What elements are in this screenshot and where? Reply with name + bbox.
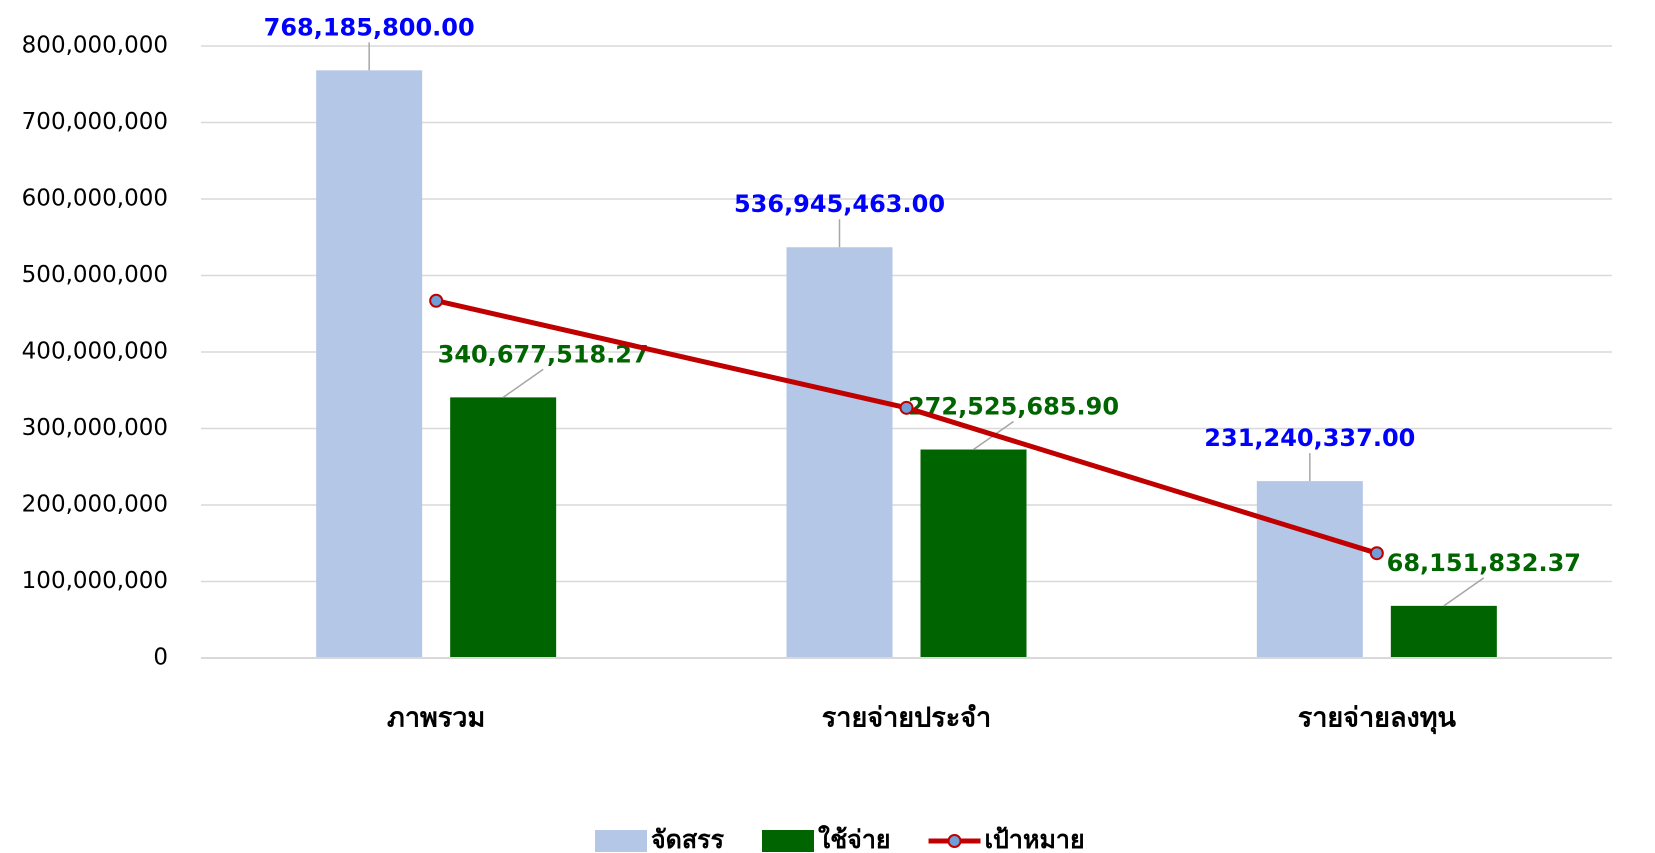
bar — [316, 70, 423, 658]
y-tick-label: 300,000,000 — [22, 415, 168, 441]
data-label: 536,945,463.00 — [734, 190, 945, 218]
leader-line — [502, 368, 544, 398]
legend-label: เป้าหมาย — [985, 825, 1085, 853]
y-tick-label: 500,000,000 — [22, 262, 168, 288]
bar — [786, 247, 893, 658]
y-tick-label: 100,000,000 — [22, 568, 168, 594]
line-marker — [899, 400, 914, 415]
legend-label: ใช้จ่าย — [818, 824, 891, 853]
bar — [450, 397, 557, 658]
leader-line — [1443, 577, 1485, 607]
x-tick-label: รายจ่ายประจำ — [822, 703, 991, 734]
x-tick-label: รายจ่ายลงทุน — [1298, 703, 1457, 735]
legend-swatch — [762, 830, 814, 852]
data-label: 231,240,337.00 — [1204, 424, 1415, 452]
legend-marker — [947, 834, 962, 848]
line-marker — [1369, 546, 1384, 561]
bar — [1390, 605, 1497, 658]
y-tick-label: 600,000,000 — [22, 186, 168, 212]
y-tick-label: 800,000,000 — [22, 33, 168, 59]
data-label: 768,185,800.00 — [264, 13, 475, 41]
y-tick-label: 700,000,000 — [22, 109, 168, 135]
data-label: 68,151,832.37 — [1387, 549, 1581, 577]
x-tick-label: ภาพรวม — [387, 703, 485, 734]
legend-label: จัดสรร — [651, 825, 725, 853]
y-tick-label: 400,000,000 — [22, 339, 168, 365]
data-label: 272,525,685.90 — [908, 393, 1119, 421]
y-tick-label: 200,000,000 — [22, 492, 168, 518]
data-label: 340,677,518.27 — [438, 340, 649, 368]
y-tick-label: 0 — [153, 645, 168, 671]
legend-swatch — [595, 830, 647, 852]
bar — [920, 449, 1027, 658]
bar — [1256, 481, 1363, 658]
line-marker — [429, 293, 444, 308]
